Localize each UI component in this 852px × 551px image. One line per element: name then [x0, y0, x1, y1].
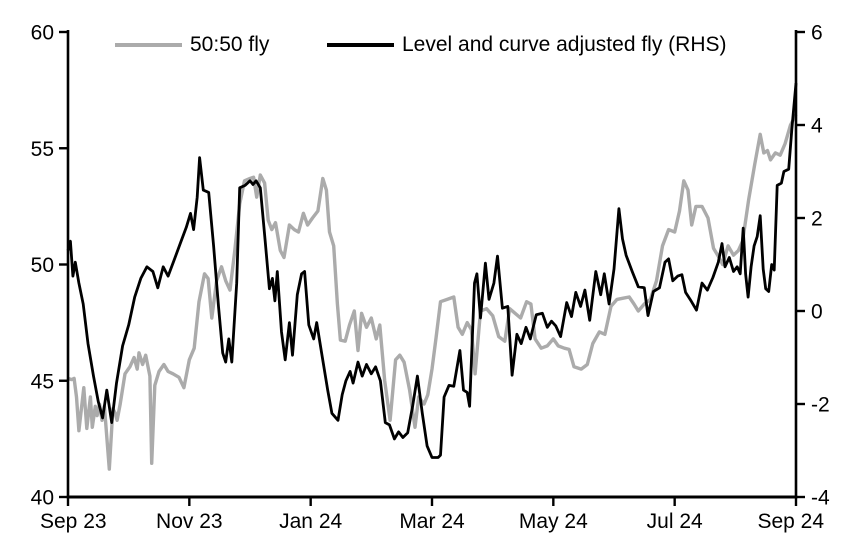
x-axis-tick-label: May 24	[519, 510, 588, 533]
black-line-swatch	[327, 43, 394, 47]
x-axis-tick-label: Sep 24	[757, 510, 824, 533]
legend-label-5050-fly: 50:50 fly	[190, 33, 270, 56]
legend-label-level-curve-fly: Level and curve adjusted fly (RHS)	[402, 33, 727, 56]
series-line-black	[66, 82, 798, 459]
left-axis-tick-label: 60	[31, 22, 54, 45]
gray-line-swatch	[115, 43, 182, 47]
right-axis-tick-label: 6	[811, 22, 823, 45]
x-axis-tick-label: Jul 24	[647, 510, 703, 533]
x-axis-tick-label: Nov 23	[156, 510, 223, 533]
left-axis-tick-label: 45	[31, 370, 54, 393]
x-axis-tick-label: Jan 24	[279, 510, 342, 533]
left-axis-tick-label: 40	[31, 487, 54, 510]
legend-item-level-curve-fly: Level and curve adjusted fly (RHS)	[327, 33, 727, 57]
right-axis-tick-label: 4	[811, 115, 823, 138]
series-line-gray	[67, 113, 798, 471]
right-axis-tick-label: 0	[811, 301, 823, 324]
right-axis-tick-label: -4	[811, 487, 830, 510]
x-axis-tick-label: Mar 24	[399, 510, 465, 533]
left-axis-tick-label: 50	[31, 254, 54, 277]
x-axis-tick-label: Sep 23	[40, 510, 107, 533]
right-axis-tick-label: 2	[811, 208, 823, 231]
right-axis-tick-label: -2	[811, 394, 830, 417]
left-axis-tick-label: 55	[31, 138, 54, 161]
legend-item-5050-fly: 50:50 fly	[115, 33, 269, 57]
